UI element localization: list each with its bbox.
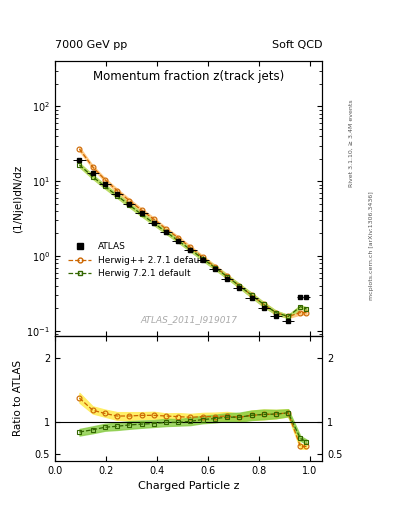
Text: ATLAS_2011_I919017: ATLAS_2011_I919017 bbox=[140, 315, 237, 324]
Y-axis label: (1/Njel)dN/dz: (1/Njel)dN/dz bbox=[13, 164, 23, 233]
Text: 7000 GeV pp: 7000 GeV pp bbox=[55, 40, 127, 51]
Text: mcplots.cern.ch [arXiv:1306.3436]: mcplots.cern.ch [arXiv:1306.3436] bbox=[369, 191, 374, 300]
Text: Rivet 3.1.10, ≥ 3.4M events: Rivet 3.1.10, ≥ 3.4M events bbox=[349, 99, 354, 187]
Text: Soft QCD: Soft QCD bbox=[272, 40, 322, 51]
Y-axis label: Ratio to ATLAS: Ratio to ATLAS bbox=[13, 360, 23, 436]
X-axis label: Charged Particle z: Charged Particle z bbox=[138, 481, 239, 491]
Text: Momentum fraction z(track jets): Momentum fraction z(track jets) bbox=[93, 70, 284, 82]
Legend: ATLAS, Herwig++ 2.7.1 default, Herwig 7.2.1 default: ATLAS, Herwig++ 2.7.1 default, Herwig 7.… bbox=[65, 239, 209, 282]
